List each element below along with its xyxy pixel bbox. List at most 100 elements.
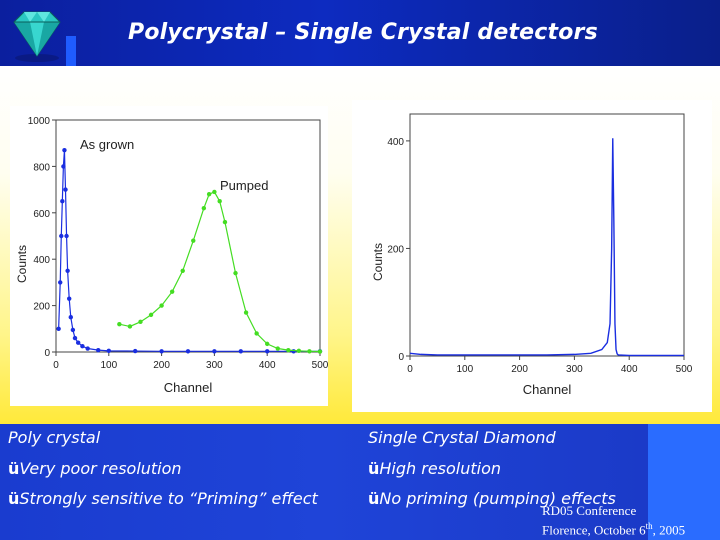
diamond-icon: [13, 11, 61, 62]
y-tick-label: 0: [398, 352, 404, 363]
data-point: [265, 341, 270, 347]
right-bullet-1-text: High resolution: [379, 459, 502, 478]
data-point: [148, 312, 154, 318]
check-icon: ü: [8, 489, 20, 508]
data-point: [201, 205, 207, 211]
data-point: [317, 349, 323, 354]
left-panel-heading: Poly crystal: [8, 428, 101, 447]
data-point: [127, 324, 133, 329]
data-point: [286, 347, 291, 353]
x-axis-label: Channel: [523, 382, 572, 397]
left-bullet-2: üStrongly sensitive to “Priming” effect: [8, 489, 318, 508]
data-point: [169, 289, 175, 294]
data-point: [67, 296, 72, 301]
data-point: [59, 233, 64, 239]
page-title: Polycrystal – Single Crystal detectors: [128, 20, 598, 45]
x-tick-label: 400: [621, 364, 638, 375]
data-point: [65, 268, 70, 273]
data-point: [212, 189, 217, 195]
data-point: [70, 327, 76, 333]
data-point: [275, 346, 280, 351]
x-axis-label: Channel: [164, 380, 213, 395]
data-point: [296, 348, 302, 354]
data-point: [63, 187, 68, 192]
data-point: [159, 349, 164, 354]
data-point: [206, 192, 212, 197]
right-bullet-2-text: No priming (pumping) effects: [379, 489, 616, 508]
data-point: [85, 346, 90, 351]
data-point: [61, 164, 66, 169]
annotation-as-grown: As grown: [80, 137, 134, 152]
data-point: [64, 233, 69, 239]
data-point: [117, 321, 122, 327]
y-tick-label: 0: [44, 348, 50, 359]
left-bullet-1: üVery poor resolution: [8, 459, 182, 478]
data-point: [75, 340, 81, 345]
y-tick-label: 400: [387, 137, 404, 148]
right-panel-heading: Single Crystal Diamond: [368, 428, 556, 447]
x-tick-label: 400: [259, 360, 276, 371]
data-point: [58, 280, 63, 285]
data-point: [68, 315, 73, 320]
check-icon: ü: [368, 489, 380, 508]
data-point: [212, 349, 217, 354]
y-tick-label: 200: [387, 244, 404, 255]
data-point: [222, 219, 228, 225]
data-point: [217, 199, 222, 204]
decorative-block: [648, 424, 720, 540]
data-point: [138, 319, 143, 325]
header-bar: [0, 0, 720, 66]
y-tick-label: 1000: [28, 116, 51, 127]
data-point: [233, 270, 238, 276]
data-point: [307, 349, 312, 354]
data-point: [265, 349, 270, 354]
data-point: [72, 335, 78, 341]
data-point: [60, 199, 65, 204]
left-bullet-2-text: Strongly sensitive to “Priming” effect: [19, 489, 318, 508]
polycrystal-chart: 0 200 400 600 800 1000 0 100 200 300 400 500 As gr…: [10, 106, 328, 406]
data-point: [80, 344, 85, 349]
check-icon: ü: [8, 459, 20, 478]
data-point: [159, 303, 164, 308]
data-point: [185, 349, 191, 354]
x-tick-label: 100: [456, 364, 473, 375]
footer-date-suffix: , 2005: [652, 522, 686, 538]
caption-area: [0, 424, 720, 540]
data-point: [254, 331, 259, 336]
series-line-1: [119, 191, 321, 353]
data-point: [133, 348, 138, 354]
series-line-0: [409, 138, 684, 357]
right-bullet-1: üHigh resolution: [368, 459, 501, 478]
x-tick-label: 500: [312, 360, 328, 371]
x-tick-label: 200: [511, 364, 528, 375]
x-tick-label: 0: [53, 360, 59, 371]
footer-date: Florence, October 6th, 2005: [542, 521, 685, 538]
data-point: [243, 310, 249, 315]
header-accent-bar: [66, 36, 76, 66]
x-tick-label: 300: [206, 360, 223, 371]
data-point: [62, 147, 67, 153]
plot-frame: [409, 113, 685, 357]
data-point: [238, 349, 243, 354]
x-tick-label: 0: [407, 364, 413, 375]
data-point: [56, 326, 61, 331]
x-tick-label: 500: [676, 364, 693, 375]
series-line-0: [58, 150, 320, 352]
footer-conference: RD05 Conference: [542, 503, 637, 518]
footer-date-prefix: Florence, October 6: [542, 522, 646, 538]
annotation-pumped: Pumped: [220, 178, 268, 193]
y-tick-label: 800: [33, 162, 50, 173]
check-icon: ü: [368, 459, 380, 478]
y-tick-label: 600: [33, 209, 50, 220]
data-point: [180, 268, 185, 273]
x-tick-label: 100: [100, 360, 117, 371]
data-point: [291, 349, 296, 354]
left-bullet-1-text: Very poor resolution: [19, 459, 182, 478]
y-tick-label: 400: [33, 255, 50, 266]
data-point: [106, 348, 112, 354]
footer-date-sup: th: [645, 521, 653, 531]
x-tick-label: 300: [566, 364, 583, 375]
single-crystal-chart: 0 200 400 0 100 200 300 400 500 Channel Counts: [352, 100, 712, 412]
data-point: [96, 347, 101, 353]
